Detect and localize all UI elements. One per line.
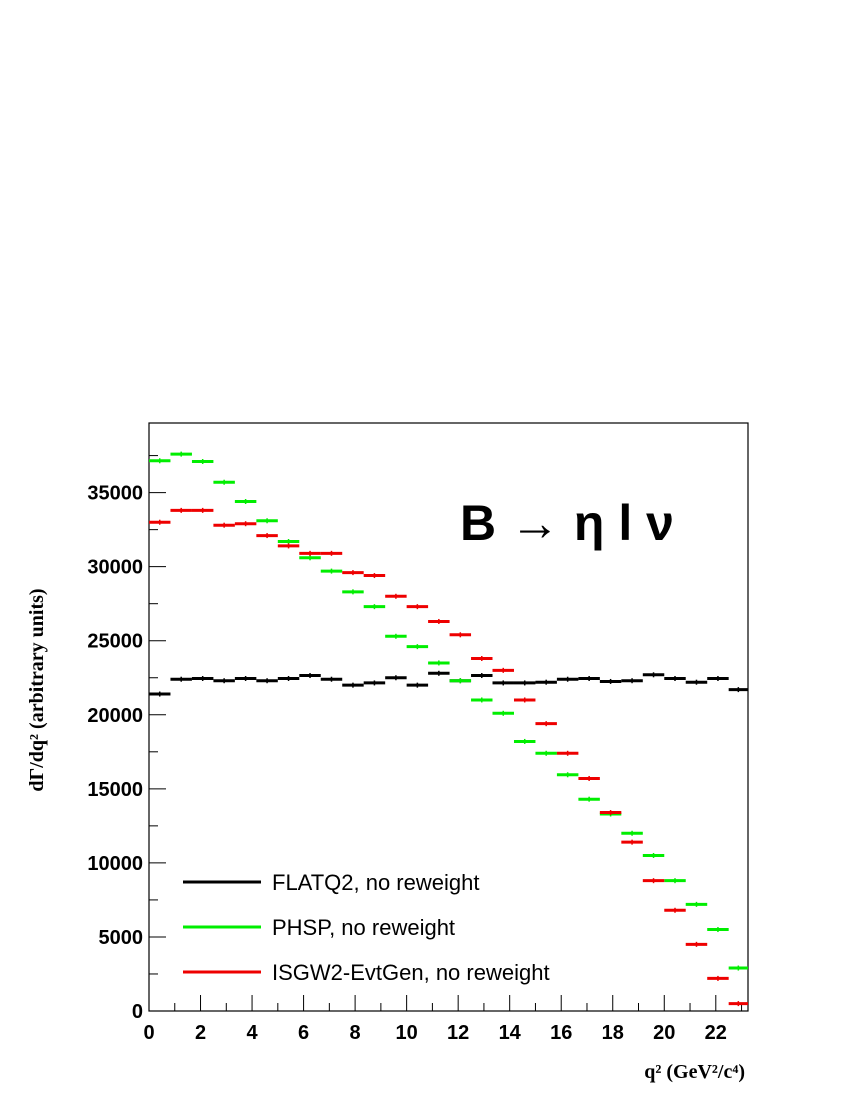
y-tick-label: 35000	[87, 483, 143, 505]
data-marks	[149, 451, 748, 1007]
annotation-text: B → η l ν	[460, 495, 674, 551]
x-tick-label: 18	[602, 1022, 624, 1044]
y-tick-label: 20000	[87, 705, 143, 727]
axes: 0 2 4 6 8 10 12 14 16 18 20 22 0 5000 10000 15000 20000 2…	[87, 455, 743, 1044]
legend: FLATQ2, no reweight PHSP, no reweight ISGW…	[183, 870, 550, 985]
x-tick-label: 4	[246, 1022, 258, 1044]
series-2	[149, 507, 748, 1007]
y-tick-label: 0	[132, 1001, 143, 1023]
legend-label: PHSP, no reweight	[272, 915, 455, 940]
x-tick-label: 12	[447, 1022, 469, 1044]
x-tick-label: 16	[550, 1022, 572, 1044]
x-axis-title: q² (GeV²/c⁴)	[644, 1061, 745, 1083]
y-tick-label: 25000	[87, 631, 143, 653]
series-1	[149, 451, 748, 971]
x-tick-label: 8	[350, 1022, 361, 1044]
series-0	[149, 670, 748, 697]
x-tick-label: 6	[298, 1022, 309, 1044]
y-tick-label: 10000	[87, 853, 143, 875]
x-tick-label: 22	[705, 1022, 727, 1044]
y-tick-label: 30000	[87, 557, 143, 579]
x-tick-label: 20	[653, 1022, 675, 1044]
x-tick-label: 10	[396, 1022, 418, 1044]
legend-label: FLATQ2, no reweight	[272, 870, 479, 895]
plot-frame	[148, 422, 749, 1012]
x-tick-label: 2	[195, 1022, 206, 1044]
x-tick-label: 0	[143, 1022, 154, 1044]
x-tick-label: 14	[499, 1022, 522, 1044]
y-axis-title: dΓ/dq² (arbitrary units)	[26, 588, 48, 791]
y-tick-label: 15000	[87, 779, 143, 801]
y-tick-label: 5000	[99, 927, 144, 949]
legend-label: ISGW2-EvtGen, no reweight	[272, 960, 550, 985]
